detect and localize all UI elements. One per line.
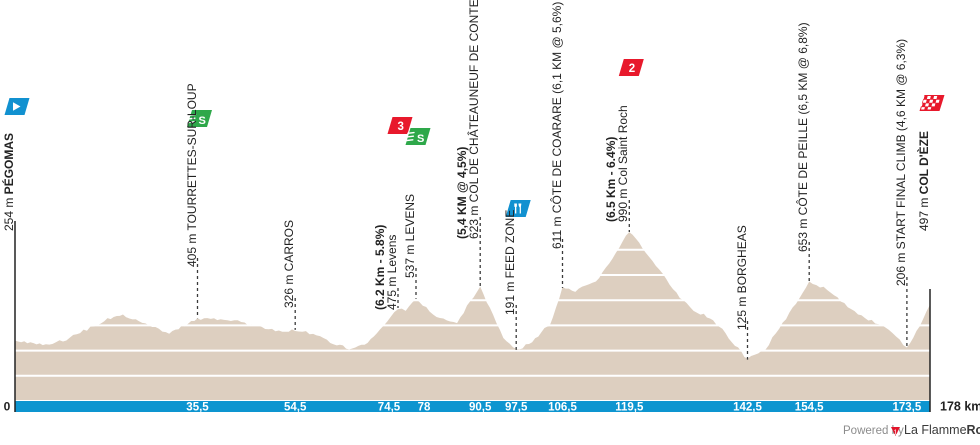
svg-text:142,5: 142,5 [733,402,762,414]
svg-text:1: 1 [894,430,898,437]
svg-text:78: 78 [418,402,431,414]
svg-text:154,5: 154,5 [795,402,824,414]
svg-text:97,5: 97,5 [505,402,528,414]
svg-text:35,5: 35,5 [186,402,209,414]
svg-text:119,5: 119,5 [615,402,644,414]
svg-text:La FlammeRouge: La FlammeRouge [904,423,980,437]
svg-text:0: 0 [4,400,11,414]
svg-text:74,5: 74,5 [378,402,401,414]
svg-text:54,5: 54,5 [284,402,307,414]
svg-text:106,5: 106,5 [548,402,577,414]
svg-text:173,5: 173,5 [893,402,922,414]
svg-text:178 km: 178 km [940,400,980,414]
svg-text:90,5: 90,5 [469,402,492,414]
